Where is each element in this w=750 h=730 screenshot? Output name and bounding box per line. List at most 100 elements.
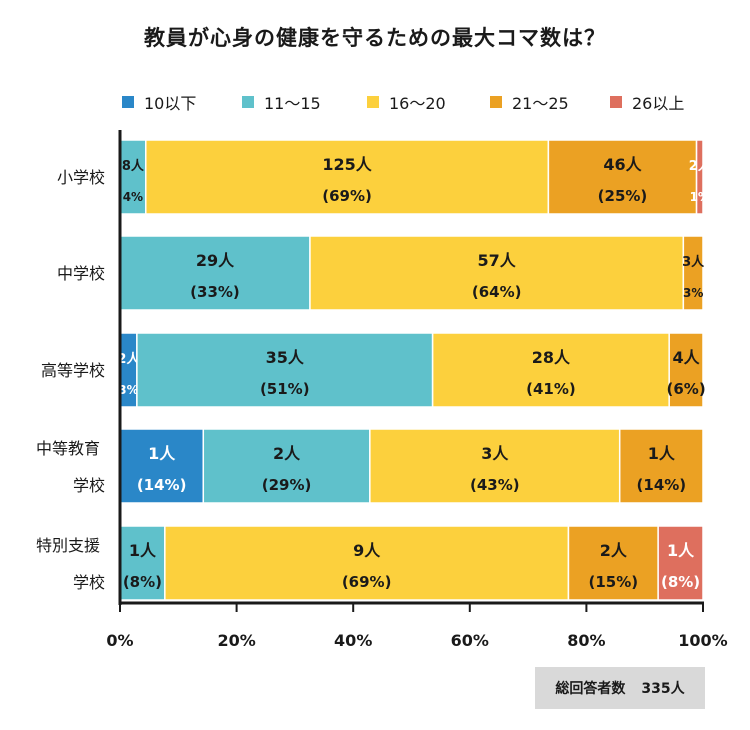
chart-title: 教員が心身の健康を守るための最大コマ数は？ bbox=[144, 26, 606, 50]
bar-percent-label: (41%) bbox=[526, 380, 576, 398]
x-tick-label: 80% bbox=[567, 631, 605, 650]
category-label: 特別支援 bbox=[36, 536, 100, 555]
total-respondents-box: 総回答者数 335人 bbox=[535, 667, 705, 709]
x-tick-label: 60% bbox=[451, 631, 489, 650]
bar-segment bbox=[618, 428, 704, 504]
bar-count-label: 28人 bbox=[532, 348, 571, 367]
bar-segment bbox=[695, 139, 704, 215]
bar-percent-label: (6%) bbox=[667, 380, 706, 398]
category-label: 中学校 bbox=[57, 264, 105, 283]
x-tick-label: 20% bbox=[217, 631, 255, 650]
bar-segment-group: 1人 (14%) bbox=[119, 428, 205, 504]
bar-count-label: 57人 bbox=[478, 251, 517, 270]
bar-percent-label: (29%) bbox=[262, 476, 312, 494]
legend-item: 26以上 bbox=[610, 90, 684, 114]
bar-segment-group: 8人 4% bbox=[119, 139, 147, 215]
bar-segment-group: 125人 (69%) bbox=[145, 139, 550, 215]
legend-label: 21〜25 bbox=[512, 94, 569, 113]
bar-count-label: 8人 bbox=[122, 158, 145, 174]
bar-count-label: 4人 bbox=[673, 348, 701, 367]
bar-percent-label: (43%) bbox=[470, 476, 520, 494]
legend-label: 11〜15 bbox=[264, 94, 321, 113]
bar-segment bbox=[202, 428, 371, 504]
bar-percent-label: (69%) bbox=[322, 187, 372, 205]
legend-swatch bbox=[490, 96, 502, 108]
legend-swatch bbox=[242, 96, 254, 108]
bar-percent-label: 4% bbox=[123, 190, 143, 204]
legend-swatch bbox=[367, 96, 379, 108]
bar-segment-group: 9人 (69%) bbox=[164, 525, 570, 601]
bar-segment-group: 28人 (41%) bbox=[431, 332, 670, 408]
legend-item: 11〜15 bbox=[242, 90, 321, 114]
bar-segment-group: 35人 (51%) bbox=[136, 332, 434, 408]
bar-percent-label: (8%) bbox=[661, 573, 700, 591]
legend-swatch bbox=[610, 96, 622, 108]
bar-count-label: 1人 bbox=[129, 541, 157, 560]
bar-percent-label: 3% bbox=[683, 286, 703, 300]
bar-count-label: 1人 bbox=[648, 444, 676, 463]
legend-label: 16〜20 bbox=[389, 94, 446, 113]
legend-item: 21〜25 bbox=[490, 90, 569, 114]
bar-segment bbox=[309, 235, 685, 311]
bar-count-label: 35人 bbox=[266, 348, 305, 367]
x-tick-label: 0% bbox=[106, 631, 133, 650]
x-tick-label: 100% bbox=[678, 631, 727, 650]
bar-count-label: 2人 bbox=[600, 541, 628, 560]
total-respondents-value: 335人 bbox=[641, 681, 685, 697]
bar-segment-group: 2人 3% bbox=[117, 332, 140, 408]
bar-count-label: 2人 bbox=[689, 158, 712, 174]
bar-segment-group: 3人 (43%) bbox=[369, 428, 621, 504]
bar-segment bbox=[547, 139, 698, 215]
bar-count-label: 29人 bbox=[196, 251, 235, 270]
category-label: 学校 bbox=[73, 476, 105, 495]
bar-segment bbox=[119, 525, 166, 601]
bar-segment bbox=[369, 428, 621, 504]
bar-segment bbox=[119, 428, 205, 504]
bar-segment bbox=[431, 332, 670, 408]
bar-percent-label: (14%) bbox=[637, 476, 687, 494]
bar-count-label: 2人 bbox=[117, 351, 140, 367]
bar-percent-label: (14%) bbox=[137, 476, 187, 494]
bar-count-label: 125人 bbox=[322, 155, 372, 174]
bar-segment-group: 57人 (64%) bbox=[309, 235, 685, 311]
bar-segment-group: 3人 3% bbox=[682, 235, 705, 311]
legend-label: 10以下 bbox=[144, 94, 197, 113]
bar-percent-label: (33%) bbox=[190, 283, 240, 301]
bar-segment-group: 29人 (33%) bbox=[119, 235, 311, 311]
bar-segment-group: 1人 (14%) bbox=[618, 428, 704, 504]
bar-segment bbox=[136, 332, 434, 408]
bar-percent-label: (25%) bbox=[598, 187, 648, 205]
x-tick-label: 40% bbox=[334, 631, 372, 650]
bar-percent-label: (8%) bbox=[123, 573, 162, 591]
bar-percent-label: (51%) bbox=[260, 380, 310, 398]
bar-percent-label: (69%) bbox=[342, 573, 392, 591]
total-respondents-label: 総回答者数 bbox=[555, 681, 626, 697]
bar-percent-label: (15%) bbox=[588, 573, 638, 591]
category-label: 中等教育 bbox=[36, 439, 100, 458]
bar-segment bbox=[145, 139, 550, 215]
bar-segment-group: 4人 (6%) bbox=[667, 332, 706, 408]
bar-segment-group: 2人 (29%) bbox=[202, 428, 371, 504]
bar-segment-group: 46人 (25%) bbox=[547, 139, 698, 215]
bar-segment bbox=[164, 525, 570, 601]
bar-percent-label: 3% bbox=[118, 383, 138, 397]
bar-percent-label: 1% bbox=[690, 190, 710, 204]
bar-count-label: 1人 bbox=[667, 541, 695, 560]
category-label: 学校 bbox=[73, 573, 105, 592]
bar-segment-group: 2人 1% bbox=[689, 139, 712, 215]
bar-segment bbox=[668, 332, 704, 408]
bar-count-label: 1人 bbox=[148, 444, 176, 463]
category-label: 小学校 bbox=[57, 168, 105, 187]
bar-segment-group: 1人 (8%) bbox=[657, 525, 704, 601]
bar-count-label: 46人 bbox=[603, 155, 642, 174]
legend-swatch bbox=[122, 96, 134, 108]
category-label: 高等学校 bbox=[41, 361, 105, 380]
bar-segment-group: 1人 (8%) bbox=[119, 525, 166, 601]
legend-label: 26以上 bbox=[632, 94, 685, 113]
bar-percent-label: (64%) bbox=[472, 283, 522, 301]
bar-count-label: 2人 bbox=[273, 444, 301, 463]
bar-count-label: 3人 bbox=[682, 254, 705, 270]
bar-count-label: 3人 bbox=[481, 444, 509, 463]
